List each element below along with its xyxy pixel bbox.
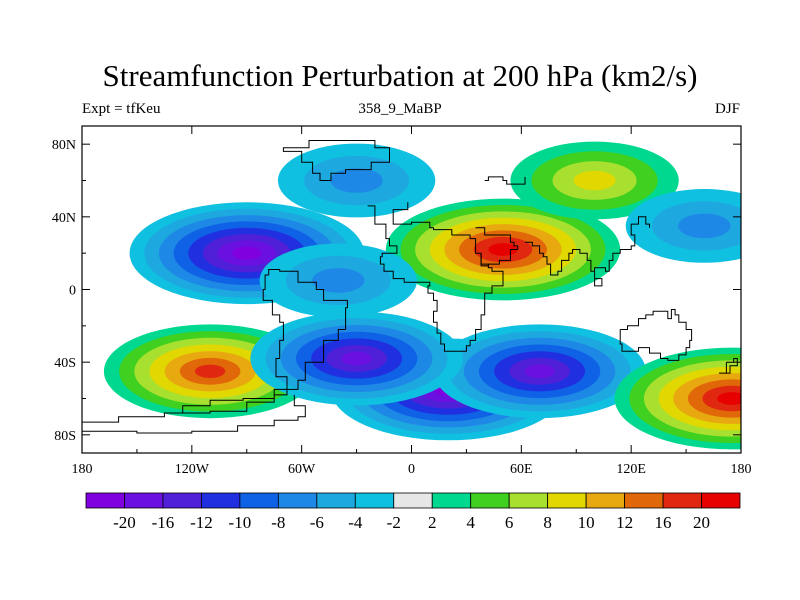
coastline-segment xyxy=(484,176,526,185)
contour-band-6-3 xyxy=(573,170,616,191)
contour-band-2-6 xyxy=(194,364,226,378)
coastline-segment xyxy=(282,140,390,181)
contour-field xyxy=(103,141,741,450)
contour-band-8-2 xyxy=(330,168,383,193)
colorbar-label: -8 xyxy=(271,513,285,532)
season-label: DJF xyxy=(714,101,740,117)
colorbar-swatch xyxy=(431,492,472,509)
colorbar-label: 10 xyxy=(578,513,595,532)
axis-ticks: 80N 40N 0 40S 80S 180 120W 60W 0 60E 120E 180 xyxy=(52,126,752,477)
colorbar-swatch xyxy=(316,492,356,509)
lat-tick-label: 40N xyxy=(52,211,76,226)
colorbar-swatch xyxy=(162,492,202,509)
colorbar-swatch xyxy=(662,492,702,509)
coastline-segment xyxy=(475,227,519,267)
colorbar-swatch xyxy=(239,492,279,509)
colorbar-swatch xyxy=(585,492,625,509)
coastline-segment xyxy=(367,202,504,352)
colorbar-swatch xyxy=(470,492,510,509)
colorbar-swatch xyxy=(201,492,241,509)
colorbar-swatch xyxy=(354,492,395,509)
colorbar-label: 20 xyxy=(693,513,710,532)
coastline-segment xyxy=(262,269,348,390)
contour-band-10-2 xyxy=(312,268,365,293)
coastline-segment xyxy=(82,394,306,434)
colorbar-label: 12 xyxy=(616,513,633,532)
colorbar-swatch xyxy=(547,492,587,509)
lon-tick-label: 60W xyxy=(288,462,316,477)
colorbar-swatch xyxy=(624,492,664,509)
contour-band-0-7 xyxy=(232,246,262,260)
lat-tick-label: 80N xyxy=(52,138,76,153)
colorbar-swatch xyxy=(393,492,433,509)
coastline-segment xyxy=(525,216,650,287)
colorbar-label: 16 xyxy=(655,513,672,532)
coastline-segment xyxy=(619,309,693,361)
contour-band-5-6 xyxy=(341,351,372,366)
colorbar-label: 6 xyxy=(505,513,514,532)
colorbar-label: -4 xyxy=(348,513,363,532)
colorbar-swatch xyxy=(124,492,164,509)
coastline-segment xyxy=(719,358,738,374)
colorbar-label: 4 xyxy=(466,513,475,532)
colorbar-label: -16 xyxy=(152,513,175,532)
colorbar-swatch xyxy=(701,492,741,509)
run-label: 358_9_MaBP xyxy=(358,101,442,117)
colorbar-label: -6 xyxy=(310,513,324,532)
lat-tick-label: 0 xyxy=(69,284,76,299)
lon-tick-label: 60E xyxy=(510,462,533,477)
contour-band-4-6 xyxy=(524,364,555,378)
colorbar-swatch xyxy=(508,492,549,509)
lon-tick-label: 0 xyxy=(408,462,415,477)
colorbar-label: 2 xyxy=(428,513,437,532)
chart-title: Streamfunction Perturbation at 200 hPa (… xyxy=(102,58,698,93)
colorbar-swatch xyxy=(85,492,125,509)
lat-tick-label: 80S xyxy=(54,429,76,444)
lon-tick-label: 180 xyxy=(72,462,93,477)
coastline xyxy=(82,140,738,434)
lat-tick-label: 40S xyxy=(54,356,76,371)
colorbar-label: -2 xyxy=(387,513,401,532)
coastline-segment xyxy=(82,388,288,423)
lon-tick-label: 180 xyxy=(731,462,752,477)
contour-band-9-2 xyxy=(678,213,731,239)
colorbar: -20 -16 -12 -10 -8 -6 -4 -2 2 4 6 8 10 12 16 20 xyxy=(85,492,741,532)
contour-band-7-7 xyxy=(717,392,741,405)
colorbar-label: -10 xyxy=(229,513,252,532)
experiment-label: Expt = tfKeu xyxy=(82,101,161,117)
colorbar-label: -12 xyxy=(190,513,213,532)
colorbar-label: 8 xyxy=(543,513,552,532)
lon-tick-label: 120W xyxy=(175,462,210,477)
lon-tick-label: 120E xyxy=(616,462,646,477)
colorbar-swatch xyxy=(277,492,318,509)
colorbar-label: -20 xyxy=(113,513,136,532)
